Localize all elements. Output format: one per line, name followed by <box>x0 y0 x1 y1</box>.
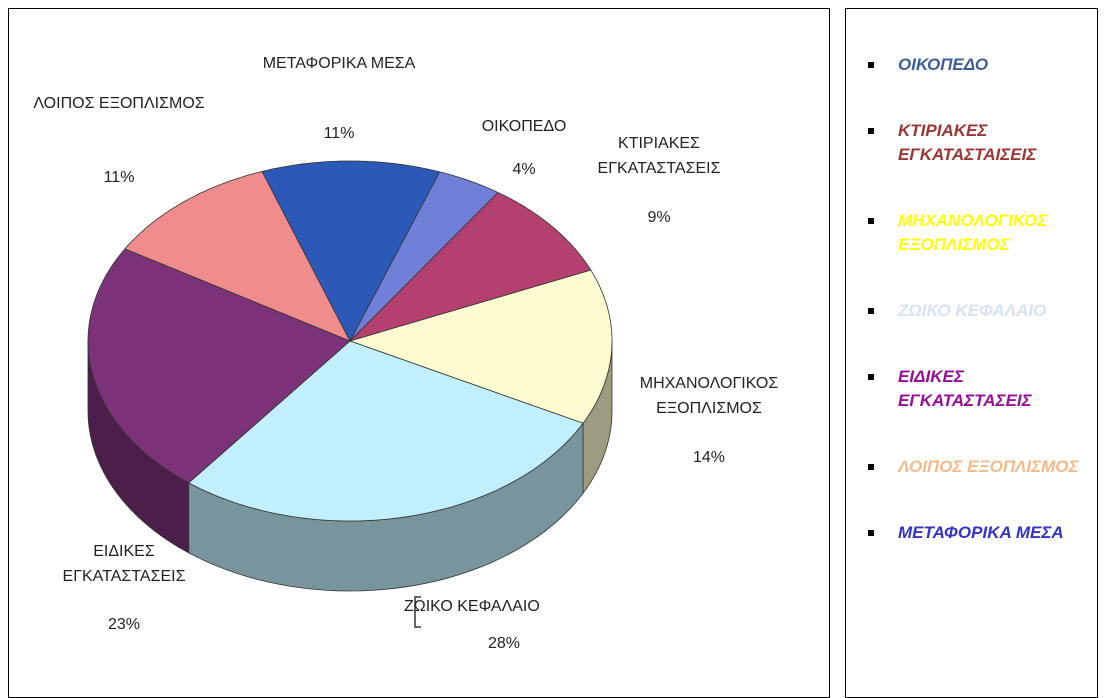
value-label: 14% <box>692 449 726 466</box>
slice-label: ΜΗΧΑΝΟΛΟΓΙΚΟΣ ΕΞΟΠΛΙΣΜΟΣ <box>639 375 779 417</box>
legend-item: ΖΩΙΚΟ ΚΕΦΑΛΑΙΟ <box>866 299 1096 323</box>
slice-label: ΕΙΔΙΚΕΣ ΕΓΚΑΤΑΣΤΑΣΕΙΣ <box>62 543 186 585</box>
legend-item: ΚΤΙΡΙΑΚΕΣ ΕΓΚΑΤΑΣΤΑΙΣΕΙΣ <box>866 119 1096 167</box>
slice <box>349 191 592 342</box>
value-label: 4% <box>512 161 536 178</box>
chart <box>87 160 613 628</box>
leader-line <box>414 596 421 628</box>
legend-cell: ΟΙΚΟΠΕΔΟ ΚΤΙΡΙΑΚΕΣ ΕΓΚΑΤΑΣΤΑΙΣΕΙΣ ΜΗΧΑΝΟΛΟ… <box>845 8 1098 698</box>
value-label: 11% <box>103 169 135 186</box>
slice-label: ΚΤΙΡΙΑΚΕΣ ΕΓΚΑΤΑΣΤΑΣΕΙΣ <box>597 135 721 177</box>
legend-item: ΟΙΚΟΠΕΔΟ <box>866 53 1096 77</box>
slice-label: ΖΩΙΚΟ ΚΕΦΑΛΑΙΟ <box>404 598 540 615</box>
legend-item: ΕΙΔΙΚΕΣ ΕΓΚΑΤΑΣΤΑΣΕΙΣ <box>866 365 1096 413</box>
legend: ΟΙΚΟΠΕΔΟ ΚΤΙΡΙΑΚΕΣ ΕΓΚΑΤΑΣΤΑΙΣΕΙΣ ΜΗΧΑΝΟΛΟ… <box>866 53 1096 587</box>
legend-item: ΛΟΙΠΟΣ ΕΞΟΠΛΙΣΜΟΣ <box>866 455 1096 479</box>
legend-item: ΜΕΤΑΦΟΡΙΚΑ ΜΕΣΑ <box>866 521 1096 545</box>
chart-cell: ΟΙΚΟΠΕΔΟ 4% ΚΤΙΡΙΑΚΕΣ ΕΓΚΑΤΑΣΤΑΣΕΙΣ 9% ΜΗΧΑΝ… <box>8 8 830 698</box>
slice-label: ΜΕΤΑΦΟΡΙΚΑ ΜΕΣΑ <box>262 55 416 72</box>
slice <box>261 160 441 342</box>
legend-item: ΜΗΧΑΝΟΛΟΓΙΚΟΣ ΕΞΟΠΛΙΣΜΟΣ <box>866 209 1096 257</box>
slice <box>187 340 584 522</box>
slice <box>348 269 613 424</box>
slice <box>87 248 351 484</box>
slice-label: ΟΙΚΟΠΕΔΟ <box>481 118 567 135</box>
slice-label: ΛΟΙΠΟΣ ΕΞΟΠΛΙΣΜΟΣ <box>33 95 205 112</box>
value-label: 9% <box>647 209 671 226</box>
value-label: 11% <box>323 125 355 142</box>
value-label: 23% <box>107 616 141 633</box>
value-label: 28% <box>487 635 521 652</box>
slice <box>349 171 499 342</box>
slice <box>124 170 351 342</box>
